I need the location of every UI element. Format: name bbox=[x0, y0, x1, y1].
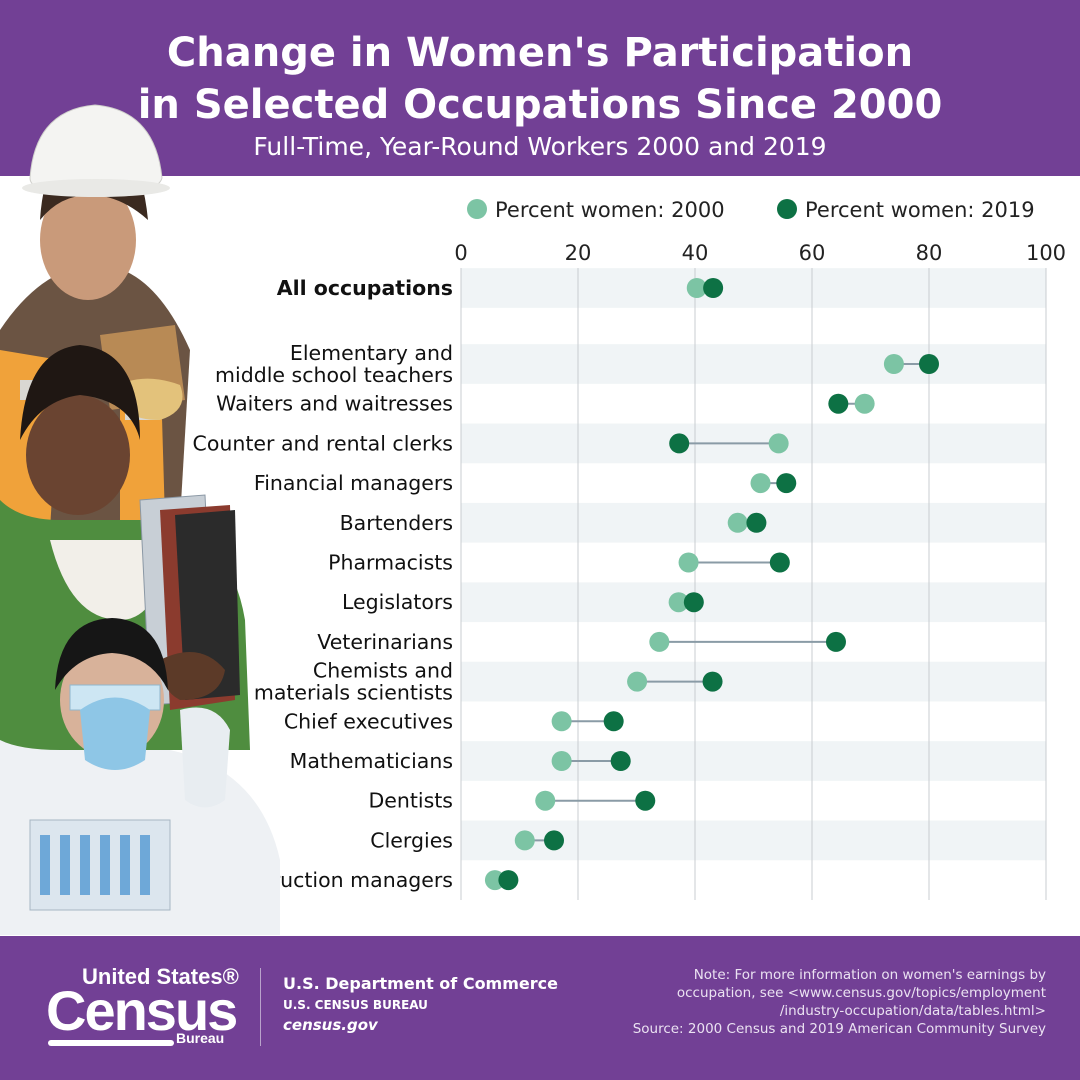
point-2019 bbox=[769, 552, 790, 573]
category-label: middle school teachers bbox=[215, 363, 453, 387]
category-label: Veterinarians bbox=[317, 630, 453, 654]
bureau-name: U.S. CENSUS BUREAU bbox=[283, 998, 428, 1012]
point-2000 bbox=[883, 354, 904, 374]
chart-subtitle: Full-Time, Year-Round Workers 2000 and 2… bbox=[253, 132, 827, 161]
chart-row: Pharmacists bbox=[328, 551, 790, 575]
category-label: Chemists and bbox=[313, 659, 453, 683]
row-band bbox=[461, 741, 1046, 781]
dumbbell-chart: 0 20 40 60 80 100 Percent women: 2000 Percent … bbox=[193, 198, 1066, 900]
x-tick-label: 100 bbox=[1026, 241, 1066, 265]
row-band bbox=[461, 582, 1046, 623]
category-label: Mathematicians bbox=[290, 749, 453, 773]
category-label: Pharmacists bbox=[328, 551, 453, 575]
logo-line2: Census bbox=[46, 979, 238, 1042]
logo-line1: United States® bbox=[82, 964, 239, 989]
legend-label-2019: Percent women: 2019 bbox=[805, 198, 1035, 222]
legend-label-2000: Percent women: 2000 bbox=[495, 198, 725, 222]
point-2000 bbox=[668, 592, 689, 613]
point-2000 bbox=[551, 711, 572, 732]
note-line[interactable]: occupation, see <www.census.gov/topics/e… bbox=[676, 985, 1046, 1001]
point-2019 bbox=[828, 393, 849, 414]
women-workers-photo-icon bbox=[0, 104, 280, 935]
point-2000 bbox=[535, 790, 556, 811]
point-2019 bbox=[603, 711, 624, 732]
point-2019 bbox=[825, 631, 846, 652]
category-label: Waiters and waitresses bbox=[216, 392, 453, 416]
chart-row: Counter and rental clerks bbox=[193, 431, 789, 455]
chart-row: Mathematicians bbox=[290, 749, 631, 773]
chart-row: Bartenders bbox=[340, 511, 767, 535]
point-2000 bbox=[551, 751, 572, 771]
chart-row: Chief executives bbox=[284, 709, 624, 733]
category-label: Chief executives bbox=[284, 709, 453, 733]
chart-title-line2: in Selected Occupations Since 2000 bbox=[137, 82, 943, 128]
chart-row: Financial managers bbox=[254, 471, 797, 495]
point-2019 bbox=[919, 354, 939, 374]
legend-marker-2019 bbox=[777, 199, 797, 219]
chart-title-line1: Change in Women's Participation bbox=[166, 30, 914, 76]
point-2019 bbox=[702, 671, 723, 692]
footer-divider bbox=[260, 968, 261, 1046]
row-band bbox=[461, 344, 1046, 384]
department-name: U.S. Department of Commerce bbox=[283, 974, 558, 993]
point-2000 bbox=[750, 473, 771, 494]
point-2019 bbox=[544, 830, 565, 851]
x-tick-label: 40 bbox=[682, 241, 709, 265]
point-2019 bbox=[703, 278, 724, 298]
x-axis-ticks: 0 20 40 60 80 100 bbox=[454, 241, 1066, 265]
chart-row: Legislators bbox=[342, 590, 704, 614]
category-label: Legislators bbox=[342, 590, 453, 614]
point-2019 bbox=[683, 592, 704, 613]
category-label: Elementary and bbox=[290, 341, 453, 365]
chart-legend: Percent women: 2000 Percent women: 2019 bbox=[467, 198, 1035, 222]
note-line: Source: 2000 Census and 2019 American Co… bbox=[632, 1021, 1046, 1037]
point-2000 bbox=[727, 512, 748, 533]
header-banner: Change in Women's Participation in Selec… bbox=[0, 0, 1080, 176]
chart-row: Dentists bbox=[368, 789, 656, 813]
point-2000 bbox=[686, 278, 707, 298]
x-tick-label: 0 bbox=[454, 241, 467, 265]
note-line: Note: For more information on women's ea… bbox=[693, 967, 1046, 983]
chart-row: Clergies bbox=[370, 828, 565, 852]
x-tick-label: 80 bbox=[916, 241, 943, 265]
chart-row: Veterinarians bbox=[317, 630, 846, 654]
point-2000 bbox=[627, 671, 648, 692]
scientist-figure bbox=[0, 618, 280, 935]
row-band bbox=[461, 661, 1046, 702]
logo-line3: Bureau bbox=[176, 1030, 225, 1046]
category-label: Financial managers bbox=[254, 471, 453, 495]
chart-row: All occupations bbox=[277, 276, 724, 300]
category-label: materials scientists bbox=[254, 681, 453, 705]
point-2000 bbox=[649, 631, 670, 652]
x-tick-label: 20 bbox=[565, 241, 592, 265]
census-bureau-logo[interactable]: United States® Census Bureau bbox=[46, 964, 246, 1056]
census-site-link[interactable]: census.gov bbox=[283, 1016, 378, 1034]
chart-row: Waiters and waitresses bbox=[216, 392, 875, 416]
row-bands bbox=[461, 268, 1046, 861]
point-2019 bbox=[498, 870, 519, 891]
point-2019 bbox=[635, 790, 656, 811]
source-note: Note: For more information on women's ea… bbox=[576, 966, 1046, 1038]
logo-underline bbox=[48, 1040, 174, 1046]
point-2000 bbox=[678, 552, 699, 573]
note-line[interactable]: /industry-occupation/data/tables.html> bbox=[779, 1003, 1046, 1019]
category-label: All occupations bbox=[277, 276, 453, 300]
category-label: Counter and rental clerks bbox=[193, 431, 453, 455]
category-label: Dentists bbox=[368, 789, 453, 813]
legend-marker-2000 bbox=[467, 199, 487, 219]
point-2019 bbox=[610, 751, 631, 771]
point-2000 bbox=[514, 830, 535, 851]
category-label: Clergies bbox=[370, 828, 453, 852]
x-tick-label: 60 bbox=[799, 241, 826, 265]
point-2000 bbox=[854, 393, 875, 414]
point-2019 bbox=[776, 473, 797, 494]
category-label: Bartenders bbox=[340, 511, 453, 535]
point-2019 bbox=[669, 433, 690, 454]
point-2019 bbox=[746, 512, 767, 533]
row-band bbox=[461, 268, 1046, 308]
footer-banner: United States® Census Bureau U.S. Depart… bbox=[0, 936, 1080, 1080]
point-2000 bbox=[768, 433, 789, 454]
